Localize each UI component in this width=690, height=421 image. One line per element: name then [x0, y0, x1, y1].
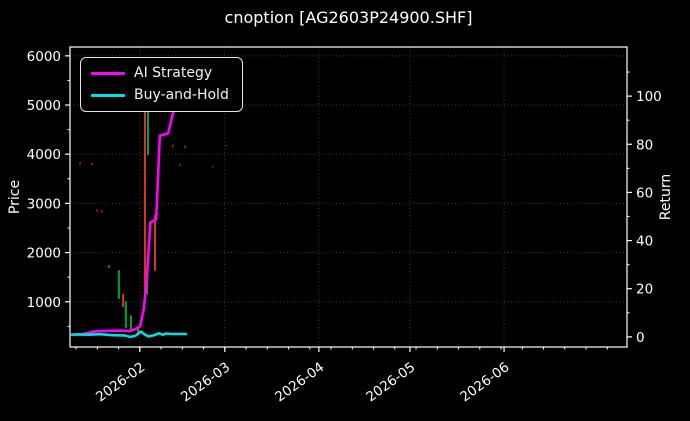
series-line-buy-and-hold — [70, 330, 188, 339]
date-tick-label: 2026-06 — [457, 359, 512, 405]
ai-strategy-label: AI Strategy — [134, 65, 213, 81]
price-tick-label: 1000 — [27, 295, 61, 311]
return-tick-label: 0 — [636, 330, 645, 346]
legend-item-buy-and-hold: Buy-and-Hold — [91, 88, 229, 102]
axes-frame — [69, 46, 628, 348]
series-line-ai-strategy — [70, 87, 183, 337]
return-axis-label: Return — [658, 173, 674, 221]
date-tick-label: 2026-02 — [93, 359, 148, 405]
legend-item-ai-strategy: AI Strategy — [91, 66, 229, 80]
chart-title: cnoption [AG2603P24900.SHF] — [224, 8, 473, 27]
price-tick-label: 6000 — [27, 49, 61, 65]
return-tick-label: 100 — [636, 89, 662, 105]
buy-and-hold-label: Buy-and-Hold — [134, 87, 229, 103]
price-tick-label: 4000 — [27, 147, 61, 163]
legend: AI Strategy Buy-and-Hold — [80, 57, 243, 112]
ai-strategy-line-swatch — [91, 71, 125, 75]
price-tick-label: 3000 — [27, 196, 61, 212]
date-tick-label: 2026-05 — [363, 359, 418, 405]
return-tick-label: 20 — [636, 282, 653, 298]
return-tick-label: 80 — [636, 137, 653, 153]
return-tick-label: 60 — [636, 185, 653, 201]
price-tick-label: 2000 — [27, 246, 61, 262]
buy-and-hold-line-swatch — [91, 93, 125, 97]
return-tick-label: 40 — [636, 234, 653, 250]
price-axis-label: Price — [7, 179, 23, 215]
date-tick-label: 2026-03 — [178, 359, 233, 405]
date-tick-label: 2026-04 — [272, 359, 327, 405]
price-tick-label: 5000 — [27, 98, 61, 114]
